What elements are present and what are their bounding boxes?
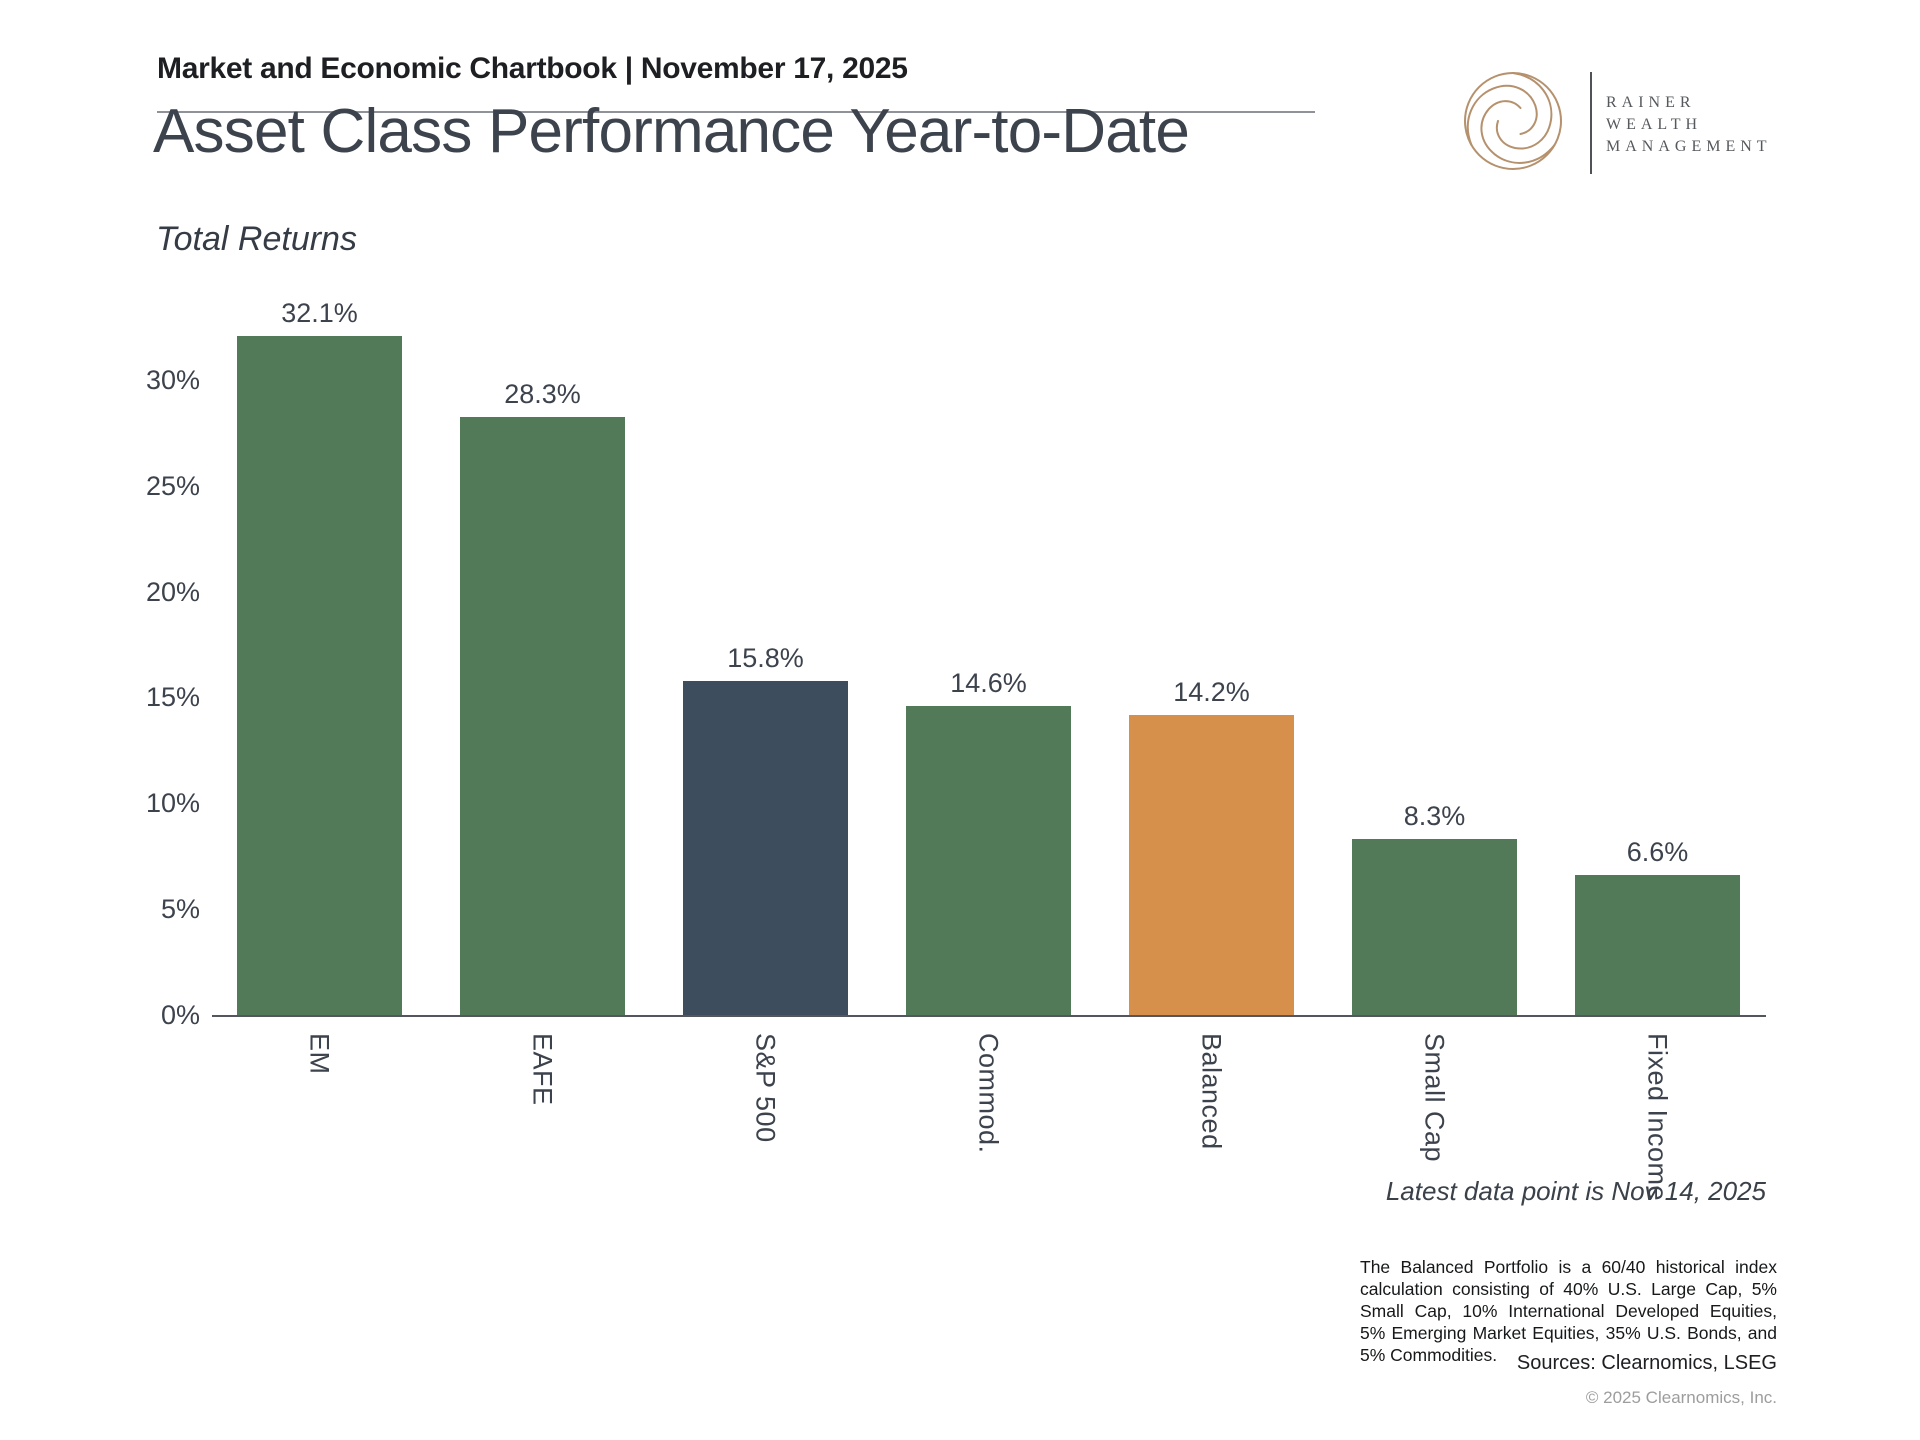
chartbook-header: Market and Economic Chartbook | November…	[157, 52, 908, 85]
y-axis-tick-10pct: 10%	[145, 788, 200, 819]
latest-data-note: Latest data point is Nov 14, 2025	[1385, 1176, 1766, 1206]
bar-commod	[906, 706, 1071, 1015]
bar-s-p-500	[683, 680, 848, 1015]
x-axis-label-eafe: EAFE	[527, 1033, 558, 1106]
logo-word-management: MANAGEMENT	[1606, 138, 1772, 155]
bar-small-cap	[1352, 839, 1517, 1015]
x-axis-label-small-cap: Small Cap	[1419, 1033, 1450, 1163]
x-axis-label-fixed-income: Fixed Income	[1642, 1033, 1673, 1202]
bar-em	[237, 336, 402, 1015]
logo-word-wealth: WEALTH	[1606, 116, 1703, 133]
page-title: Asset Class Performance Year-to-Date	[153, 97, 1190, 166]
bar-value-balanced: 14.2%	[1173, 676, 1250, 707]
bar-value-eafe: 28.3%	[504, 378, 581, 409]
y-axis-tick-15pct: 15%	[145, 682, 200, 713]
bar-fixed-income	[1575, 875, 1740, 1015]
y-axis-tick-30pct: 30%	[145, 365, 200, 396]
bar-value-em: 32.1%	[281, 298, 358, 329]
page-subtitle: Total Returns	[156, 220, 357, 258]
header-divider	[157, 111, 1315, 113]
copyright-line: © 2025 Clearnomics, Inc.	[1585, 1388, 1777, 1407]
logo-word-rainer: RAINER	[1606, 94, 1696, 111]
bar-balanced	[1129, 714, 1294, 1015]
bar-value-small-cap: 8.3%	[1403, 801, 1466, 832]
y-axis-tick-25pct: 25%	[145, 470, 200, 501]
y-axis-tick-20pct: 20%	[145, 576, 200, 607]
bar-value-fixed-income: 6.6%	[1626, 837, 1689, 868]
logo-wordmark: RAINER WEALTH MANAGEMENT	[1606, 92, 1772, 158]
sources-line: Sources: Clearnomics, LSEG	[1516, 1352, 1777, 1374]
logo-separator	[1590, 72, 1592, 174]
x-axis-label-balanced: Balanced	[1196, 1033, 1227, 1150]
y-axis-tick-5pct: 5%	[160, 893, 200, 924]
swirl-logo-icon	[1464, 72, 1562, 170]
balanced-portfolio-footnote: The Balanced Portfolio is a 60/40 histor…	[1360, 1257, 1777, 1365]
x-axis-label-em: EM	[304, 1033, 335, 1075]
y-axis-tick-0pct: 0%	[160, 999, 200, 1030]
bar-value-s-p-500: 15.8%	[727, 642, 804, 673]
bar-value-commod: 14.6%	[950, 668, 1027, 699]
plot-area: 32.1% EM 28.3% EAFE 15.8% S&P 500 14.6% Commod.…	[146, 296, 1766, 1201]
x-axis-label-commod: Commod.	[973, 1033, 1004, 1154]
x-axis-label-s-p-500: S&P 500	[750, 1033, 781, 1143]
bar-eafe	[460, 416, 625, 1015]
